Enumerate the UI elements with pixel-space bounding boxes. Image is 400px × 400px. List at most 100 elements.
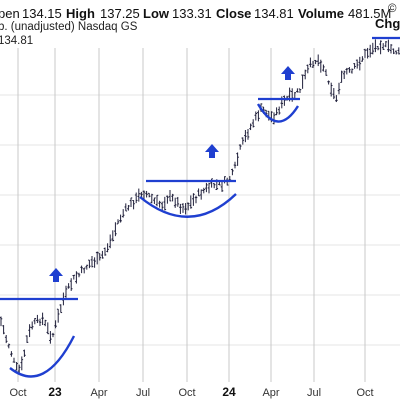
price-bar [387, 39, 390, 53]
price-bar [257, 110, 260, 122]
price-bar [376, 46, 380, 51]
price-bar [132, 200, 135, 210]
x-tick-label: 23 [48, 385, 62, 399]
price-bar [51, 332, 55, 338]
price-bar [28, 324, 31, 338]
price-bar [324, 69, 328, 76]
price-bar [238, 144, 242, 150]
price-bar [150, 193, 154, 204]
price-bar [7, 343, 11, 349]
price-bar [254, 111, 258, 121]
price-bar [199, 189, 203, 200]
x-tick-label: Oct [178, 387, 195, 399]
price-bar [69, 278, 73, 291]
price-bar [121, 209, 125, 218]
price-bar [95, 251, 99, 265]
price-bar [212, 183, 216, 189]
price-bar [10, 351, 13, 357]
price-bar [2, 325, 5, 335]
x-tick-label: Apr [90, 387, 107, 399]
price-bar [41, 312, 44, 326]
price-bar [166, 195, 169, 204]
price-bar [392, 48, 395, 55]
pattern-annotations [0, 36, 400, 378]
price-bar [137, 188, 141, 202]
price-bar [358, 56, 362, 71]
x-axis: Oct 23 Apr Jul Oct 24 Apr Jul Oct [9, 385, 373, 399]
chg-label: Chg [375, 16, 400, 31]
price-bar [38, 318, 42, 326]
price-bar [192, 193, 195, 206]
price-bar [348, 67, 351, 73]
price-bar [319, 59, 323, 73]
price-bar [90, 256, 94, 268]
price-bar [355, 59, 359, 69]
price-bar [64, 285, 68, 298]
price-bar [134, 192, 138, 204]
price-bar [0, 316, 3, 327]
x-tick-label: Oct [9, 387, 26, 399]
price-bar [77, 272, 81, 278]
last-price: 134.81 [0, 35, 33, 47]
price-bar [160, 201, 164, 211]
x-tick-label: Apr [262, 387, 279, 399]
price-bar [236, 152, 239, 166]
price-bar [49, 331, 52, 344]
price-bar [363, 49, 367, 58]
price-bar [205, 182, 208, 193]
price-bar [116, 219, 120, 225]
quote-header: pen 134.15 High 137.25 Low 133.31 Close … [0, 3, 400, 47]
close-label: Close [216, 6, 251, 21]
price-bar [43, 319, 47, 327]
cup-pattern [256, 103, 300, 123]
x-tick-label: Jul [136, 387, 150, 399]
price-bar [368, 44, 372, 58]
close-value: 134.81 [254, 6, 294, 21]
price-bar [322, 64, 325, 72]
price-bar [361, 56, 364, 62]
price-bar [173, 197, 177, 208]
low-label: Low [143, 6, 170, 21]
x-tick-label: 24 [222, 385, 236, 399]
price-bar [168, 190, 172, 202]
price-bar [231, 168, 234, 176]
price-bar [85, 264, 89, 270]
price-bar [158, 200, 161, 208]
price-bar [108, 234, 112, 249]
price-bar [366, 47, 369, 59]
cup-pattern [139, 193, 237, 218]
price-bar [189, 195, 193, 209]
breakout-arrow-icon [281, 66, 295, 80]
price-bar [114, 222, 117, 237]
price-bar [186, 202, 190, 211]
price-bar [33, 318, 37, 325]
price-bar [181, 203, 185, 213]
price-bar [142, 190, 146, 201]
price-bar [179, 203, 182, 214]
price-bar [379, 40, 382, 55]
price-bar [314, 59, 317, 65]
price-bar [75, 271, 78, 284]
cup-pattern [9, 335, 76, 378]
price-bar [153, 197, 156, 204]
low-value: 133.31 [172, 6, 212, 21]
price-bars [0, 39, 400, 375]
price-bar [25, 335, 29, 343]
price-bar [340, 70, 343, 83]
price-bar [93, 257, 96, 268]
volume-label: Volume [298, 6, 344, 21]
open-value: 134.15 [22, 6, 62, 21]
price-bar [296, 88, 299, 93]
price-bar [309, 57, 312, 68]
volume-value: 481.5M [348, 6, 391, 21]
price-bar [129, 197, 133, 208]
price-bar [194, 195, 198, 204]
price-bar [54, 320, 57, 329]
price-bar [394, 50, 398, 55]
price-bar [56, 308, 60, 323]
price-bar [155, 194, 159, 207]
price-bar [283, 95, 286, 106]
price-bar [207, 182, 211, 194]
price-bar [101, 250, 104, 259]
